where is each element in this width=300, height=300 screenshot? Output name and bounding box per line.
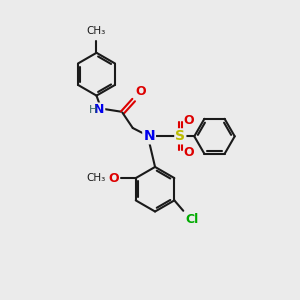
- Text: N: N: [143, 129, 155, 143]
- Text: N: N: [94, 103, 105, 116]
- Text: CH₃: CH₃: [86, 173, 105, 183]
- Text: H: H: [88, 106, 97, 116]
- Text: O: O: [109, 172, 119, 184]
- Text: O: O: [135, 85, 146, 98]
- Text: Cl: Cl: [186, 213, 199, 226]
- Text: CH₃: CH₃: [87, 26, 106, 37]
- Text: O: O: [183, 146, 194, 159]
- Text: S: S: [175, 129, 185, 143]
- Text: O: O: [183, 114, 194, 127]
